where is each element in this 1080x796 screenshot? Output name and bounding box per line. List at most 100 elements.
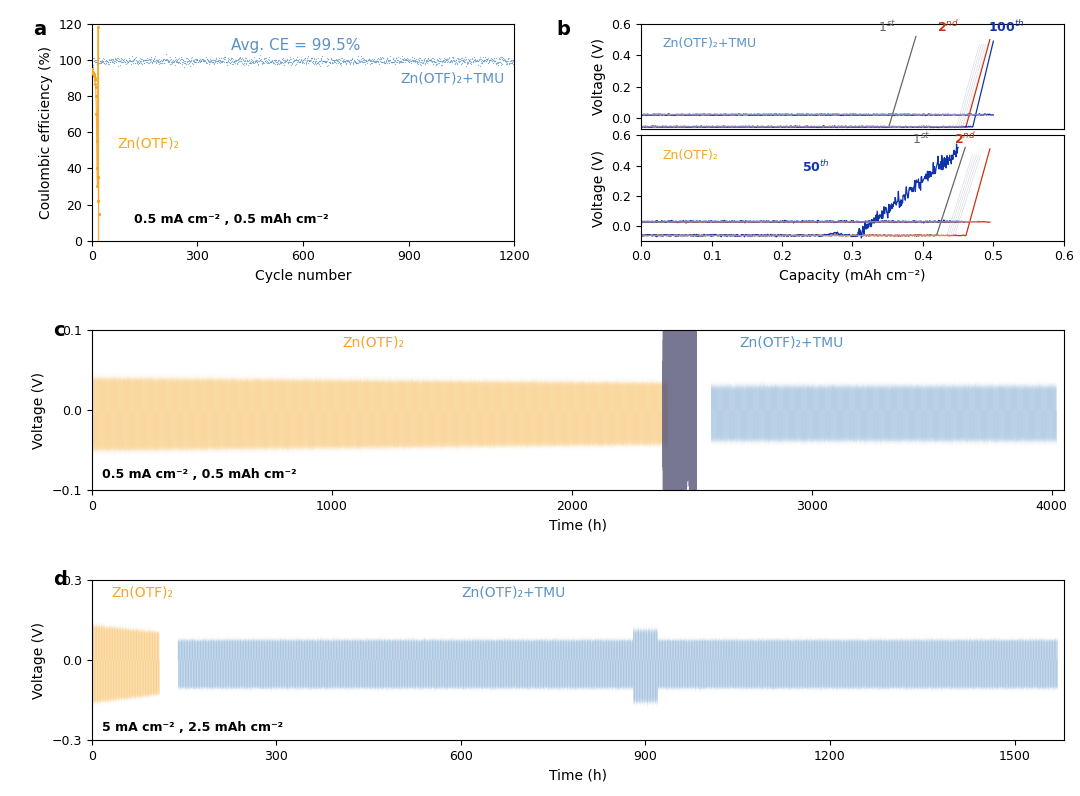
Point [199,53,216,66]
Point [138,54,156,67]
Point [383,56,401,68]
Point [428,57,445,70]
Point [365,54,382,67]
Point [114,56,132,68]
Point [424,51,442,64]
Point [330,56,348,68]
Point [184,51,201,64]
Point [140,53,158,66]
Point [112,56,130,68]
Point [376,55,393,68]
Point [492,57,510,70]
Point [335,54,352,67]
Point [315,55,333,68]
Point [372,54,389,67]
Text: Zn(OTF)₂+TMU: Zn(OTF)₂+TMU [662,37,756,50]
Point [90,57,107,69]
Point [213,54,230,67]
Point [422,53,440,66]
Point [302,53,320,66]
Point [242,55,259,68]
Point [213,54,230,67]
Point [419,57,436,69]
Point [203,56,220,68]
Point [463,56,481,68]
Point [435,52,453,64]
Point [264,55,281,68]
Point [206,54,224,67]
Point [464,55,482,68]
Point [410,54,428,67]
Point [438,53,456,66]
Point [486,55,503,68]
Point [335,56,352,68]
Point [269,57,286,70]
Point [407,56,424,68]
Point [359,54,376,67]
Point [393,50,410,63]
Text: Zn(OTF)₂+TMU: Zn(OTF)₂+TMU [740,335,843,349]
Point [302,52,320,64]
Point [430,57,447,69]
Point [131,57,148,69]
Point [282,53,299,66]
Point [361,55,378,68]
Point [171,56,188,68]
Point [399,52,416,64]
Point [325,55,342,68]
Point [124,57,141,69]
Point [147,56,164,68]
Point [198,57,215,69]
Point [235,57,253,69]
Point [157,48,174,60]
Point [136,53,153,66]
Point [91,207,108,220]
Point [494,50,511,63]
Point [268,56,285,68]
Point [272,56,289,68]
X-axis label: Time (h): Time (h) [549,769,607,782]
Point [404,51,421,64]
Point [251,55,268,68]
Point [472,55,489,68]
Point [396,53,414,65]
Point [123,50,140,63]
Point [289,56,307,68]
Point [397,53,415,65]
Point [453,52,470,64]
Point [495,53,512,66]
Point [327,53,345,66]
Point [160,55,177,68]
Point [459,53,476,65]
Point [395,53,413,66]
Point [388,56,405,68]
Point [259,53,276,65]
Point [432,54,449,67]
Point [433,59,450,72]
Point [281,55,298,68]
Point [437,53,455,65]
Point [95,53,112,66]
Point [253,57,270,69]
Point [328,53,346,66]
Point [464,51,482,64]
Point [110,54,127,67]
Point [293,53,310,65]
Point [90,54,107,67]
Point [308,57,325,69]
Point [321,57,338,70]
Point [300,54,318,67]
Point [295,57,312,69]
Point [349,57,366,69]
Point [104,54,121,67]
Point [321,55,338,68]
Point [490,53,508,65]
Point [427,56,444,68]
Point [114,54,132,67]
Text: Zn(OTF)₂: Zn(OTF)₂ [117,136,179,150]
Point [267,53,284,66]
Point [126,57,144,70]
Point [283,57,300,69]
Point [256,53,273,66]
Point [205,57,222,70]
